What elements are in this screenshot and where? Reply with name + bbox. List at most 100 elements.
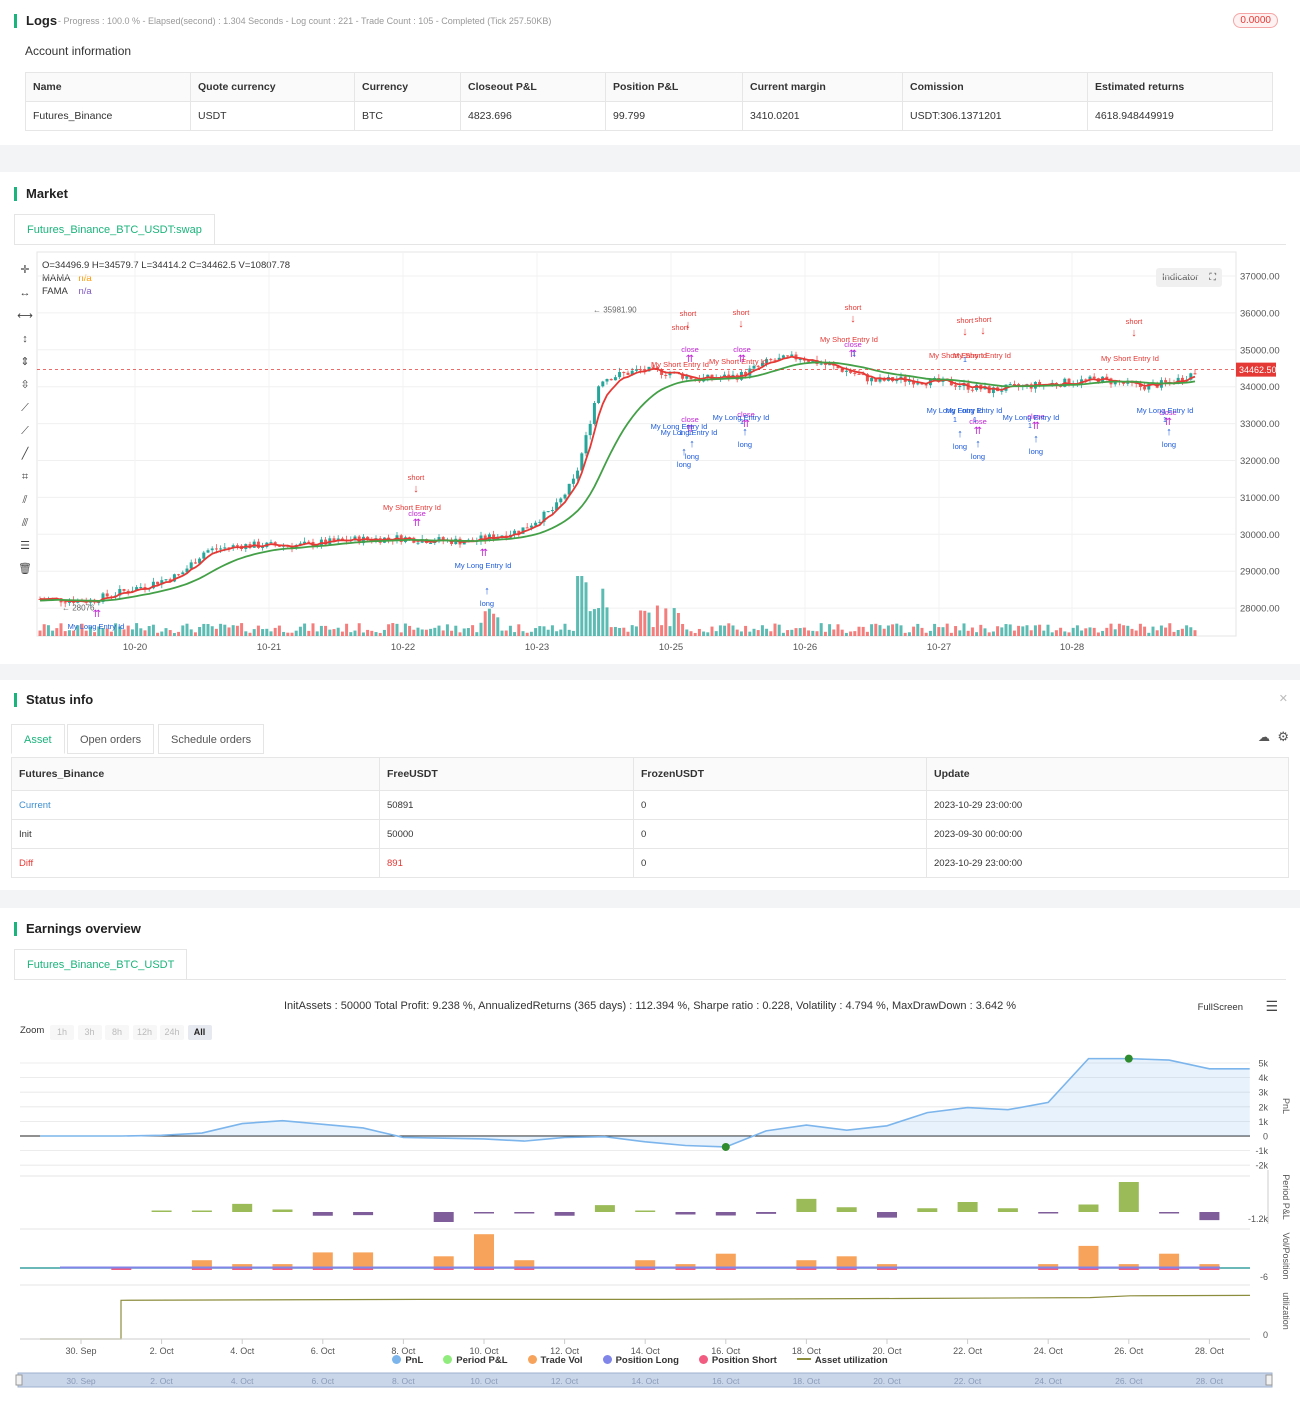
volume-bar xyxy=(84,630,88,636)
account-cell: USDT xyxy=(190,101,355,131)
entry-label: My Long Entry Id xyxy=(927,406,984,415)
tab-schedule-orders[interactable]: Schedule orders xyxy=(158,724,265,754)
menu-icon[interactable]: ☰ xyxy=(1265,998,1278,1014)
navigator-left-handle[interactable] xyxy=(15,1374,23,1386)
fibonacci-icon[interactable]: ☰ xyxy=(20,540,30,552)
legend-item[interactable]: Period P&L xyxy=(443,1355,508,1366)
cloud-download-icon[interactable]: ☁ xyxy=(1258,730,1270,744)
trade-vol-bar xyxy=(191,1260,212,1268)
short-label: short xyxy=(680,309,698,318)
volume-bar xyxy=(277,625,281,636)
legend-item[interactable]: Asset utilization xyxy=(796,1355,888,1366)
pnl-tick-label: 5k xyxy=(1258,1059,1268,1069)
x-tick-label: 10. Oct xyxy=(469,1346,499,1356)
candle-body xyxy=(261,546,265,548)
tab-asset[interactable]: Asset xyxy=(11,724,65,754)
candle-body xyxy=(324,539,328,545)
candle-body xyxy=(781,355,785,358)
navigator-tick-label: 10. Oct xyxy=(470,1376,498,1386)
short-label: short xyxy=(408,473,426,482)
vertical-segment-icon[interactable]: ⇳ xyxy=(20,379,30,391)
zoom-option-8h[interactable]: 8h xyxy=(105,1025,129,1040)
horizontal-ray-icon[interactable]: ↔ xyxy=(19,287,31,299)
short-label: short xyxy=(1126,317,1144,326)
volume-bar xyxy=(500,630,504,636)
earnings-chart[interactable]: 5k 4k 3k 2k 1k 0 -1k -2k -1.2k -6 0 PnL Period P&L Vo… xyxy=(0,908,1300,1410)
candle-body xyxy=(118,589,122,596)
candle-body xyxy=(1092,376,1096,379)
collapse-icon[interactable]: ✕ xyxy=(1278,693,1288,705)
candle-body xyxy=(156,581,160,585)
candle-body xyxy=(689,376,693,380)
volume-bar xyxy=(374,632,378,636)
period-pnl-bar xyxy=(957,1202,978,1212)
volume-bar xyxy=(93,632,97,636)
navigator-right-handle[interactable] xyxy=(1265,1374,1273,1386)
long-label: long xyxy=(953,442,967,451)
kline-plot: 37000.00 36000.00 35000.00 34000.00 33000.00… xyxy=(36,251,1280,653)
volume-bar xyxy=(118,626,122,636)
parallel-channel-icon[interactable]: ⫽ xyxy=(22,494,28,506)
cell-value: 0 xyxy=(633,819,927,849)
close-label: close xyxy=(969,417,987,426)
volume-bar xyxy=(80,623,84,636)
horizontal-line-icon[interactable]: ⟷ xyxy=(17,310,33,322)
indicator-button[interactable]: Indicator ⛶ xyxy=(1156,268,1222,287)
entry-label: My Long Entry Id xyxy=(651,422,708,431)
volume-bar xyxy=(609,627,613,636)
tab-open-orders[interactable]: Open orders xyxy=(67,724,155,754)
close-marker-icon: ⇈ xyxy=(738,354,746,365)
price-line-icon[interactable]: ⌗ xyxy=(21,471,29,483)
volume-bar xyxy=(513,632,517,636)
close-label: close xyxy=(1027,412,1045,421)
entry-count-label: 1 xyxy=(852,351,856,358)
zoom-option-1h[interactable]: 1h xyxy=(50,1025,74,1040)
volume-bar xyxy=(828,624,832,636)
candle-body xyxy=(256,541,260,548)
tab-market-symbol[interactable]: Futures_Binance_BTC_USDT:swap xyxy=(14,214,215,245)
trend-line-icon[interactable]: ⟋ xyxy=(21,402,29,414)
position-short-bar xyxy=(232,1268,253,1270)
volume-bar xyxy=(920,627,924,636)
zoom-option-12h[interactable]: 12h xyxy=(132,1025,157,1040)
segment-line-icon[interactable]: ╱ xyxy=(21,448,29,460)
candle-body xyxy=(235,545,239,547)
trade-vol-bar xyxy=(312,1252,333,1268)
candle-body xyxy=(1147,383,1151,390)
volume-bar xyxy=(697,628,701,636)
candle-body xyxy=(462,542,466,545)
long-label: long xyxy=(1162,440,1176,449)
zoom-option-24h[interactable]: 24h xyxy=(160,1025,184,1040)
candle-body xyxy=(651,366,655,368)
crosshair-tool-icon[interactable]: ✛ xyxy=(20,264,30,276)
account-cell: USDT:306.1371201 xyxy=(902,101,1088,131)
volume-bar xyxy=(441,630,445,636)
period-pnl-bar xyxy=(312,1212,333,1216)
legend-item[interactable]: Position Short xyxy=(698,1355,777,1366)
candle-body xyxy=(366,536,370,540)
expand-icon: ⛶ xyxy=(1209,272,1216,283)
x-tick-label: 14. Oct xyxy=(631,1346,661,1356)
candle-body xyxy=(168,579,172,582)
trash-icon[interactable]: 🗑 xyxy=(18,563,32,575)
zoom-option-All[interactable]: All xyxy=(187,1025,212,1040)
entry-label: My Long Entry Id xyxy=(713,413,770,422)
candle-body xyxy=(874,377,878,382)
zoom-option-3h[interactable]: 3h xyxy=(77,1025,102,1040)
legend-item[interactable]: Position Long xyxy=(602,1355,679,1366)
fullscreen-button[interactable]: FullScreen xyxy=(1197,1002,1243,1013)
trade-vol-bar xyxy=(836,1256,857,1268)
volume-bar xyxy=(664,608,668,636)
fib-channel-icon[interactable]: ⫻ xyxy=(21,517,29,529)
legend-item[interactable]: PnL xyxy=(392,1355,423,1366)
candle-body xyxy=(122,589,126,591)
candle-body xyxy=(483,535,487,540)
navigator-tick-label: 20. Oct xyxy=(873,1376,901,1386)
vertical-line-icon[interactable]: ⇕ xyxy=(20,356,30,368)
vertical-ray-icon[interactable]: ↕ xyxy=(22,333,28,345)
gear-icon[interactable]: ⚙ xyxy=(1277,729,1289,744)
pane-axis-title: Vol/Position xyxy=(1281,1232,1291,1279)
kline-chart[interactable]: 37000.00 36000.00 35000.00 34000.00 33000.00… xyxy=(0,172,1300,664)
ray-line-icon[interactable]: ⟋ xyxy=(21,425,29,437)
legend-item[interactable]: Trade Vol xyxy=(527,1355,583,1366)
